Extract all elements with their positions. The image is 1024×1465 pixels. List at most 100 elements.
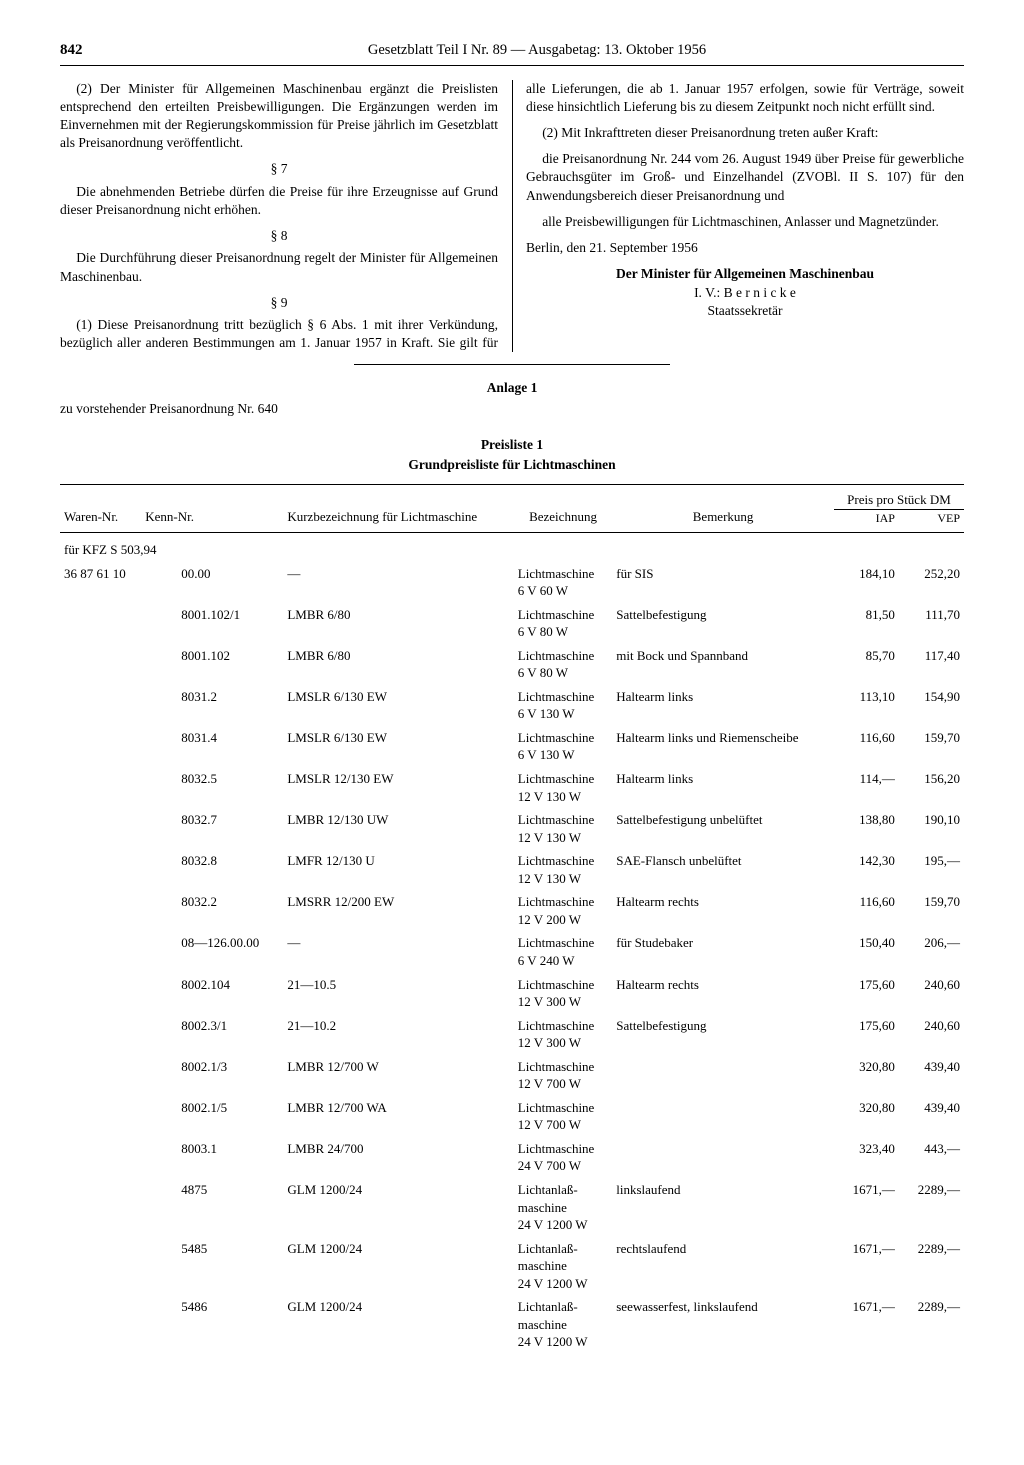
cell-kurz: LMSRR 12/200 EW	[283, 890, 513, 931]
cell-vep: 190,10	[899, 808, 964, 849]
cell-iap: 150,40	[834, 931, 899, 972]
cell-iap: 1671,—	[834, 1295, 899, 1354]
table-row: 8032.5LMSLR 12/130 EWLichtmaschine12 V 1…	[60, 767, 964, 808]
cell-kurz: LMFR 12/130 U	[283, 849, 513, 890]
cell-vep: 240,60	[899, 973, 964, 1014]
table-row: 8002.1/5LMBR 12/700 WALichtmaschine12 V …	[60, 1096, 964, 1137]
cell-waren	[60, 931, 141, 972]
minister-title: Der Minister für Allgemeinen Maschinenba…	[526, 265, 964, 283]
cell-iap: 114,—	[834, 767, 899, 808]
cell-vep: 159,70	[899, 890, 964, 931]
col-bez: Bezeichnung	[514, 485, 612, 533]
cell-bez: Lichtmaschine12 V 130 W	[514, 808, 612, 849]
signature-block: Der Minister für Allgemeinen Maschinenba…	[526, 265, 964, 320]
section-7-text: Die abnehmenden Betriebe dürfen die Prei…	[60, 183, 498, 219]
table-row: 8002.10421—10.5Lichtmaschine12 V 300 WHa…	[60, 973, 964, 1014]
cell-iap: 1671,—	[834, 1237, 899, 1296]
table-row: 5486GLM 1200/24Lichtanlaß-maschine24 V 1…	[60, 1295, 964, 1354]
cell-bem: linkslaufend	[612, 1178, 834, 1237]
cell-kenn: 8002.1/3	[141, 1055, 283, 1096]
cell-bem: Sattelbefestigung	[612, 603, 834, 644]
cell-kurz: GLM 1200/24	[283, 1178, 513, 1237]
cell-iap: 85,70	[834, 644, 899, 685]
cell-iap: 184,10	[834, 562, 899, 603]
group-label: für KFZ S 503,94	[60, 533, 964, 562]
cell-waren	[60, 1137, 141, 1178]
cell-vep: 159,70	[899, 726, 964, 767]
header-title: Gesetzblatt Teil I Nr. 89 — Ausgabetag: …	[110, 41, 964, 61]
cell-bez: Lichtmaschine6 V 240 W	[514, 931, 612, 972]
anlage-subtitle: zu vorstehender Preisanordnung Nr. 640	[60, 400, 964, 418]
page-header: 842 Gesetzblatt Teil I Nr. 89 — Ausgabet…	[60, 40, 964, 66]
cell-waren	[60, 973, 141, 1014]
price-list-title: Preisliste 1	[60, 436, 964, 454]
cell-kurz: —	[283, 931, 513, 972]
cell-bez: Lichtmaschine12 V 700 W	[514, 1096, 612, 1137]
cell-iap: 81,50	[834, 603, 899, 644]
cell-iap: 142,30	[834, 849, 899, 890]
cell-kenn: 8032.2	[141, 890, 283, 931]
cell-waren	[60, 603, 141, 644]
cell-kenn: 5486	[141, 1295, 283, 1354]
role: Staatssekretär	[526, 302, 964, 320]
cell-waren	[60, 1178, 141, 1237]
section-9-2: (2) Mit Inkrafttreten dieser Preisanordn…	[526, 124, 964, 142]
cell-iap: 138,80	[834, 808, 899, 849]
cell-vep: 439,40	[899, 1096, 964, 1137]
cell-bem	[612, 1137, 834, 1178]
cell-bem	[612, 1096, 834, 1137]
section-9-2b: alle Preisbewilligungen für Lichtmaschin…	[526, 213, 964, 231]
cell-bem: für Studebaker	[612, 931, 834, 972]
table-row: 36 87 61 1000.00—Lichtmaschine6 V 60 Wfü…	[60, 562, 964, 603]
cell-kurz: —	[283, 562, 513, 603]
section-9-head: § 9	[60, 294, 498, 312]
section-7-head: § 7	[60, 160, 498, 178]
cell-bez: Lichtmaschine6 V 130 W	[514, 685, 612, 726]
cell-bez: Lichtmaschine6 V 60 W	[514, 562, 612, 603]
cell-iap: 116,60	[834, 726, 899, 767]
cell-bez: Lichtanlaß-maschine24 V 1200 W	[514, 1178, 612, 1237]
cell-iap: 323,40	[834, 1137, 899, 1178]
col-kenn: Kenn-Nr.	[141, 485, 283, 533]
cell-waren	[60, 808, 141, 849]
cell-bez: Lichtanlaß-maschine24 V 1200 W	[514, 1295, 612, 1354]
cell-iap: 1671,—	[834, 1178, 899, 1237]
anlage-title: Anlage 1	[60, 379, 964, 397]
table-row: 8002.1/3LMBR 12/700 WLichtmaschine12 V 7…	[60, 1055, 964, 1096]
table-row: 8002.3/121—10.2Lichtmaschine12 V 300 WSa…	[60, 1014, 964, 1055]
cell-waren	[60, 1096, 141, 1137]
cell-kurz: LMBR 12/130 UW	[283, 808, 513, 849]
cell-bez: Lichtmaschine12 V 300 W	[514, 973, 612, 1014]
cell-kenn: 8003.1	[141, 1137, 283, 1178]
cell-bem: mit Bock und Spannband	[612, 644, 834, 685]
cell-waren	[60, 644, 141, 685]
cell-kenn: 8001.102/1	[141, 603, 283, 644]
cell-kurz: LMSLR 12/130 EW	[283, 767, 513, 808]
cell-kurz: GLM 1200/24	[283, 1295, 513, 1354]
cell-bez: Lichtmaschine6 V 80 W	[514, 644, 612, 685]
cell-kurz: LMBR 6/80	[283, 603, 513, 644]
table-group-row: für KFZ S 503,94	[60, 533, 964, 562]
col-preis: Preis pro Stück DM	[834, 485, 964, 510]
cell-kenn: 8002.3/1	[141, 1014, 283, 1055]
table-row: 08—126.00.00—Lichtmaschine6 V 240 Wfür S…	[60, 931, 964, 972]
table-row: 8001.102LMBR 6/80Lichtmaschine6 V 80 Wmi…	[60, 644, 964, 685]
cell-kurz: LMBR 24/700	[283, 1137, 513, 1178]
iv-name: I. V.: B e r n i c k e	[526, 284, 964, 302]
cell-bem: Haltearm rechts	[612, 973, 834, 1014]
table-row: 8032.8LMFR 12/130 ULichtmaschine12 V 130…	[60, 849, 964, 890]
col-vep: VEP	[899, 509, 964, 532]
section-divider	[354, 364, 670, 365]
cell-kurz: LMBR 12/700 WA	[283, 1096, 513, 1137]
cell-vep: 111,70	[899, 603, 964, 644]
cell-bez: Lichtmaschine12 V 130 W	[514, 849, 612, 890]
table-row: 5485GLM 1200/24Lichtanlaß-maschine24 V 1…	[60, 1237, 964, 1296]
cell-waren: 36 87 61 10	[60, 562, 141, 603]
cell-vep: 439,40	[899, 1055, 964, 1096]
cell-waren	[60, 767, 141, 808]
cell-vep: 206,—	[899, 931, 964, 972]
cell-bem: Haltearm links	[612, 685, 834, 726]
cell-iap: 175,60	[834, 1014, 899, 1055]
table-row: 8001.102/1LMBR 6/80Lichtmaschine6 V 80 W…	[60, 603, 964, 644]
col-kurz: Kurzbezeichnung für Lichtmaschine	[283, 485, 513, 533]
